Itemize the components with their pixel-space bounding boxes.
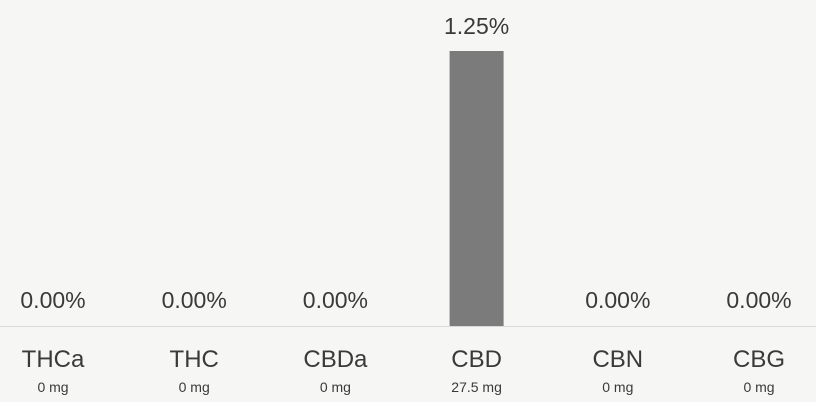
value-label-cbda: 0.00% (303, 287, 368, 313)
category-label-thc: THC (170, 346, 219, 373)
bars-group (449, 51, 504, 326)
bar-cbd (449, 51, 504, 326)
value-label-cbn: 0.00% (585, 287, 650, 313)
amount-label-cbda: 0 mg (320, 379, 351, 395)
amount-label-cbg: 0 mg (743, 379, 774, 395)
amount-label-cbn: 0 mg (602, 379, 633, 395)
category-label-cbd: CBD (451, 346, 502, 373)
category-labels-group: THCa THC CBDa CBD CBN CBG (22, 346, 785, 373)
amount-label-cbd: 27.5 mg (451, 379, 502, 395)
amount-label-thca: 0 mg (37, 379, 68, 395)
amount-label-thc: 0 mg (179, 379, 210, 395)
category-label-cbn: CBN (592, 346, 643, 373)
value-labels-group: 0.00% 0.00% 0.00% 1.25% 0.00% 0.00% (20, 13, 791, 313)
value-label-cbg: 0.00% (726, 287, 791, 313)
value-label-cbd: 1.25% (444, 13, 509, 39)
amount-labels-group: 0 mg 0 mg 0 mg 27.5 mg 0 mg 0 mg (37, 379, 774, 395)
category-label-cbg: CBG (733, 346, 785, 373)
value-label-thc: 0.00% (162, 287, 227, 313)
category-label-thca: THCa (22, 346, 85, 373)
value-label-thca: 0.00% (20, 287, 85, 313)
category-label-cbda: CBDa (303, 346, 368, 373)
